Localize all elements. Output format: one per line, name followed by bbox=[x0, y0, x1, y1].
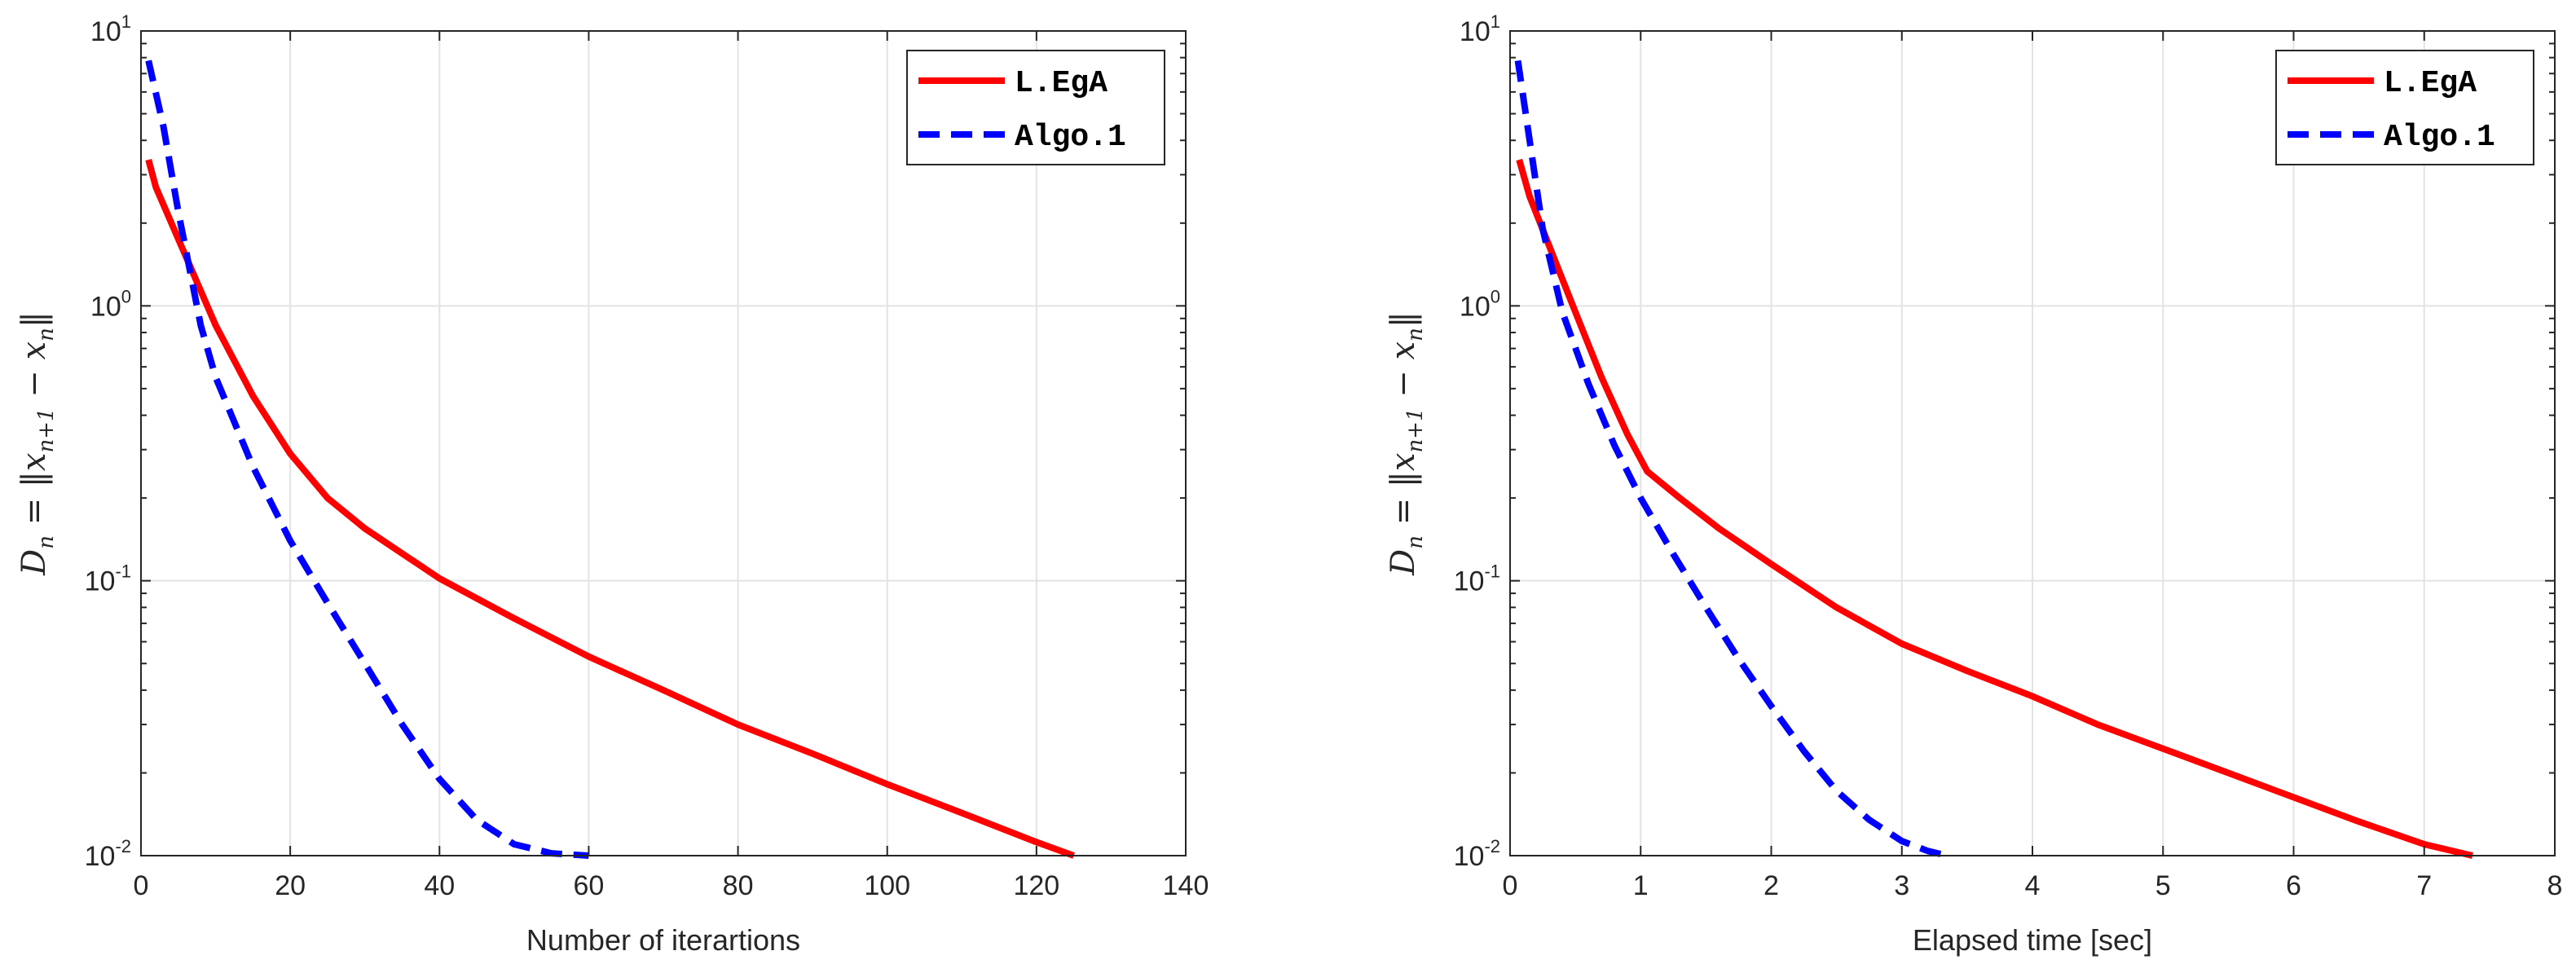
left-chart-panel: 0 20 40 60 80 100 120 140 10-2 10-1 100 101 Number o… bbox=[15, 11, 1209, 957]
series-line-algo-1 bbox=[145, 59, 589, 859]
x-tick-label: 7 bbox=[2416, 870, 2432, 901]
legend-label-l-ega: L.EgA bbox=[1015, 66, 1107, 101]
x-tick-label: 80 bbox=[723, 870, 754, 901]
legend: L.EgA Algo.1 bbox=[2275, 50, 2534, 165]
series-line-l-ega bbox=[1516, 158, 2473, 859]
y-tick-label: 10-2 bbox=[85, 836, 131, 872]
legend-label-algo-1: Algo.1 bbox=[2384, 120, 2495, 155]
legend-label-algo-1: Algo.1 bbox=[1015, 120, 1126, 155]
x-tick-label: 3 bbox=[1894, 870, 1909, 901]
x-axis-label: Number of iterartions bbox=[526, 923, 800, 957]
right-chart-panel: 0 1 2 3 4 5 6 7 8 10-2 10-1 100 101 Elapsed time [sec… bbox=[1385, 11, 2562, 957]
legend-box bbox=[906, 50, 1165, 165]
legend-box bbox=[2275, 50, 2534, 165]
x-tick-label: 60 bbox=[574, 870, 605, 901]
series-line-l-ega bbox=[145, 158, 1075, 859]
y-tick-label: 101 bbox=[1460, 11, 1500, 47]
x-tick-label: 1 bbox=[1633, 870, 1649, 901]
x-tick-label: 140 bbox=[1163, 870, 1209, 901]
x-tick-label: 100 bbox=[864, 870, 910, 901]
y-tick-label: 10-2 bbox=[1454, 836, 1500, 872]
y-tick-label: 100 bbox=[90, 286, 131, 322]
series-group bbox=[145, 59, 1075, 859]
axes-frame bbox=[140, 30, 1187, 856]
x-tick-label: 40 bbox=[424, 870, 455, 901]
y-tick-label: 10-1 bbox=[1454, 561, 1500, 597]
x-tick-label: 0 bbox=[134, 870, 149, 901]
series-line-algo-1 bbox=[1514, 59, 1949, 859]
x-tick-label: 4 bbox=[2025, 870, 2041, 901]
x-tick-label: 6 bbox=[2286, 870, 2301, 901]
legend-label-l-ega: L.EgA bbox=[2384, 66, 2477, 101]
legend: L.EgA Algo.1 bbox=[906, 50, 1165, 165]
x-tick-label: 8 bbox=[2547, 870, 2563, 901]
y-axis-label: Dn = ‖xn+1 − xn‖ bbox=[15, 311, 59, 576]
y-tick-label: 10-1 bbox=[85, 561, 131, 597]
x-tick-label: 0 bbox=[1503, 870, 1518, 901]
y-axis-label: Dn = ‖xn+1 − xn‖ bbox=[1385, 311, 1428, 576]
series-group bbox=[1514, 59, 2473, 859]
y-tick-label: 100 bbox=[1460, 286, 1500, 322]
x-tick-label: 120 bbox=[1013, 870, 1059, 901]
x-axis-label: Elapsed time [sec] bbox=[1913, 923, 2152, 957]
x-tick-label: 20 bbox=[275, 870, 306, 901]
x-tick-label: 2 bbox=[1764, 870, 1779, 901]
y-tick-label: 101 bbox=[90, 11, 131, 47]
x-tick-label: 5 bbox=[2155, 870, 2171, 901]
